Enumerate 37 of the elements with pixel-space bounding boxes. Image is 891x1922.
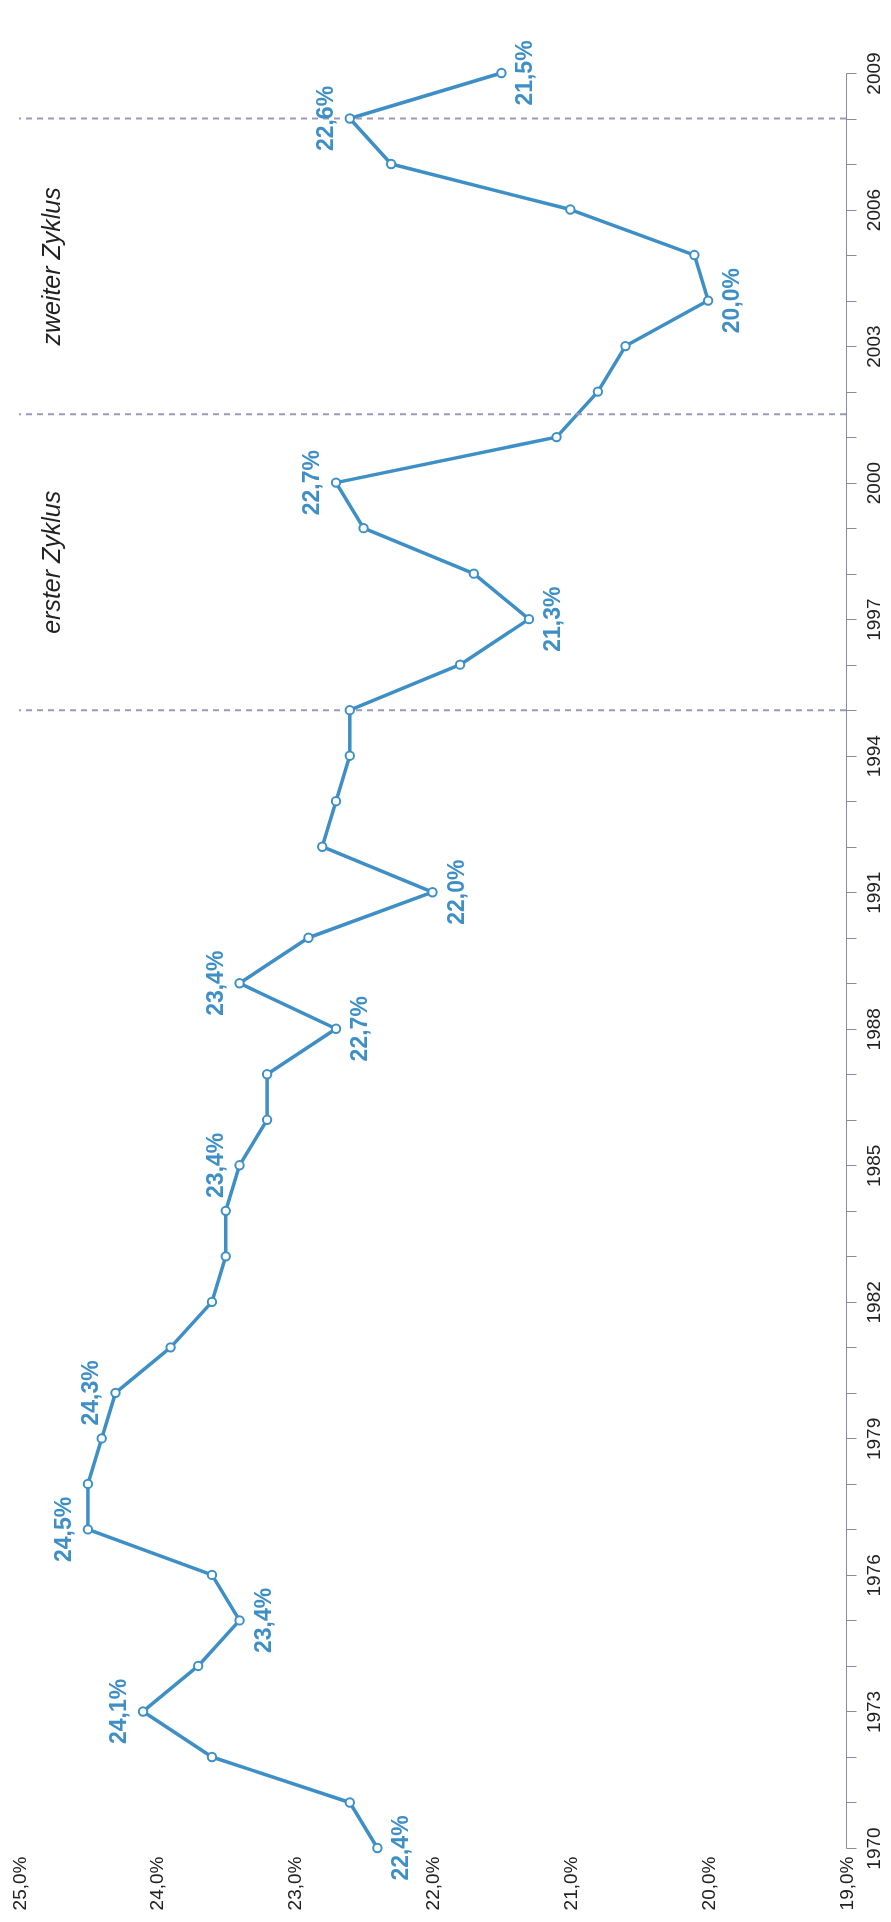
data-label: 23,4% xyxy=(249,1587,276,1654)
data-label: 22,7% xyxy=(298,450,325,516)
data-label: 24,1% xyxy=(105,1678,132,1745)
y-tick-label: 2000 xyxy=(862,461,884,505)
data-label: 23,4% xyxy=(201,950,228,1016)
data-label: 24,3% xyxy=(77,1360,104,1426)
y-tick-label: 1997 xyxy=(862,598,884,641)
data-label: 22,4% xyxy=(387,1815,414,1881)
y-tick-label: 2009 xyxy=(862,52,884,95)
y-tick-label: 1970 xyxy=(862,1827,884,1870)
y-tick-label: 1994 xyxy=(862,734,884,778)
y-tick-label: 1973 xyxy=(862,1690,884,1734)
y-tick-label: 2006 xyxy=(862,188,884,232)
data-label: 20,0% xyxy=(718,267,745,334)
annotation: erster Zyklus xyxy=(37,490,66,634)
y-tick-label: 1979 xyxy=(862,1417,884,1461)
y-tick-label: 1976 xyxy=(862,1554,884,1597)
x-tick-label: 25,0% xyxy=(8,1856,30,1911)
data-label: 21,5% xyxy=(511,40,538,106)
data-label: 23,4% xyxy=(201,1132,228,1198)
data-label: 24,5% xyxy=(49,1496,76,1563)
annotation: zweiter Zyklus xyxy=(37,187,66,347)
x-tick-label: 20,0% xyxy=(697,1856,719,1911)
data-label: 22,0% xyxy=(442,859,469,925)
x-tick-label: 23,0% xyxy=(284,1856,306,1911)
y-tick-label: 2003 xyxy=(862,325,884,368)
y-tick-label: 1985 xyxy=(862,1144,884,1187)
x-tick-label: 22,0% xyxy=(422,1856,443,1911)
x-tick-label: 24,0% xyxy=(146,1856,168,1911)
data-label: 22,7% xyxy=(346,996,373,1062)
x-tick-label: 19,0% xyxy=(835,1856,857,1911)
data-label: 21,3% xyxy=(538,586,565,652)
y-tick-label: 1988 xyxy=(862,1008,884,1051)
y-tick-label: 1991 xyxy=(862,871,884,914)
data-label: 22,6% xyxy=(311,85,338,152)
y-tick-label: 1982 xyxy=(862,1281,884,1324)
x-tick-label: 21,0% xyxy=(559,1856,581,1911)
